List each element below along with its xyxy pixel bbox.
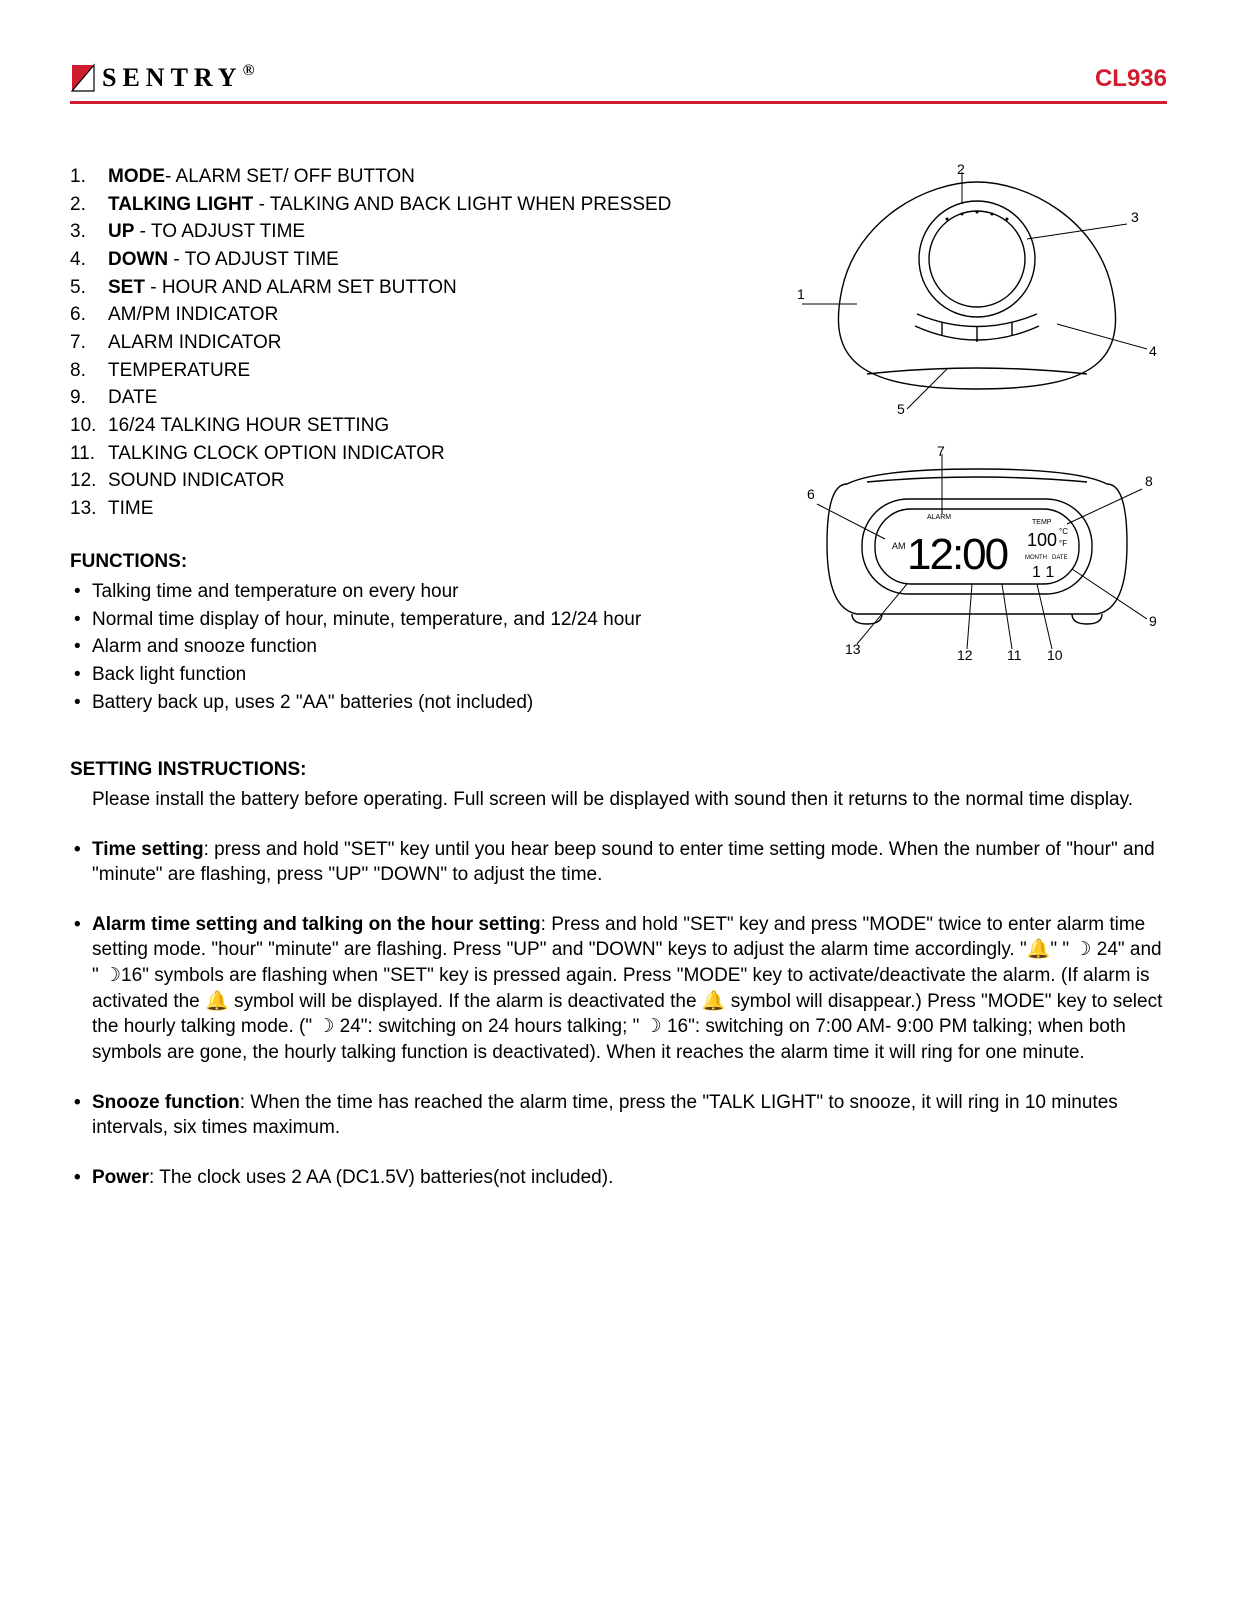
part-desc: - TO ADJUST TIME (168, 249, 339, 270)
callout-13: 13 (845, 641, 861, 657)
setting-item-title: Snooze function (92, 1092, 240, 1113)
diagrams-column: 1 2 3 4 5 (797, 164, 1167, 717)
function-item: Battery back up, uses 2 "AA" batteries (… (92, 690, 767, 716)
lcd-degc: °C (1059, 527, 1068, 536)
part-desc: - TALKING AND BACK LIGHT WHEN PRESSED (253, 194, 671, 215)
parts-list-item: AM/PM INDICATOR (70, 302, 767, 328)
setting-heading: SETTING INSTRUCTIONS: (70, 757, 1167, 783)
setting-item-body: : Press and hold "SET" key and press "MO… (92, 914, 1162, 1063)
diagram-top-view: 1 2 3 4 5 (797, 164, 1167, 414)
setting-item-body: : press and hold "SET" key until you hea… (92, 839, 1155, 886)
parts-list-item: TIME (70, 496, 767, 522)
functions-list: Talking time and temperature on every ho… (70, 579, 767, 715)
part-name: MODE (108, 166, 165, 187)
part-desc: DATE (108, 387, 157, 408)
function-item: Alarm and snooze function (92, 634, 767, 660)
part-desc: TEMPERATURE (108, 360, 250, 381)
part-desc: 16/24 TALKING HOUR SETTING (108, 415, 389, 436)
parts-list-item: TEMPERATURE (70, 358, 767, 384)
setting-item-title: Alarm time setting and talking on the ho… (92, 914, 541, 935)
callout-2: 2 (957, 164, 965, 177)
part-desc: - HOUR AND ALARM SET BUTTON (145, 277, 457, 298)
part-desc: - ALARM SET/ OFF BUTTON (165, 166, 415, 187)
callout-10: 10 (1047, 647, 1063, 663)
parts-list-item: UP - TO ADJUST TIME (70, 219, 767, 245)
brand-name: SENTRY (102, 63, 243, 92)
parts-list-item: TALKING LIGHT - TALKING AND BACK LIGHT W… (70, 192, 767, 218)
setting-item-title: Power (92, 1167, 149, 1188)
setting-item: Time setting: press and hold "SET" key u… (70, 837, 1167, 888)
lcd-date: DATE (1052, 555, 1068, 561)
parts-column: MODE- ALARM SET/ OFF BUTTONTALKING LIGHT… (70, 164, 767, 717)
lcd-md: 1 1 (1032, 564, 1054, 581)
setting-item: Power: The clock uses 2 AA (DC1.5V) batt… (70, 1165, 1167, 1191)
brand-text: SENTRY® (102, 60, 261, 95)
part-name: SET (108, 277, 145, 298)
brand-reg-icon: ® (243, 62, 261, 79)
function-item: Talking time and temperature on every ho… (92, 579, 767, 605)
lcd-temp: 100 (1027, 530, 1057, 550)
setting-item-body: : The clock uses 2 AA (DC1.5V) batteries… (149, 1167, 613, 1188)
parts-list-item: SET - HOUR AND ALARM SET BUTTON (70, 275, 767, 301)
function-item: Back light function (92, 662, 767, 688)
parts-list-item: ALARM INDICATOR (70, 330, 767, 356)
lcd-alarm-label: ALARM (927, 514, 951, 521)
callout-7: 7 (937, 444, 945, 459)
top-section: MODE- ALARM SET/ OFF BUTTONTALKING LIGHT… (70, 164, 1167, 717)
parts-list-item: DATE (70, 385, 767, 411)
callout-8: 8 (1145, 473, 1153, 489)
brand-logo: SENTRY® (70, 60, 261, 95)
setting-item-body: : When the time has reached the alarm ti… (92, 1092, 1118, 1139)
callout-9: 9 (1149, 613, 1157, 629)
parts-list-item: MODE- ALARM SET/ OFF BUTTON (70, 164, 767, 190)
lcd-degf: °F (1059, 539, 1067, 548)
model-number: CL936 (1095, 63, 1167, 95)
callout-6: 6 (807, 486, 815, 502)
setting-item: Snooze function: When the time has reach… (70, 1090, 1167, 1141)
part-name: UP (108, 221, 134, 242)
function-item: Normal time display of hour, minute, tem… (92, 607, 767, 633)
part-desc: SOUND INDICATOR (108, 470, 285, 491)
setting-items: Time setting: press and hold "SET" key u… (70, 837, 1167, 1191)
parts-list-item: DOWN - TO ADJUST TIME (70, 247, 767, 273)
callout-4: 4 (1149, 343, 1157, 359)
callout-11: 11 (1007, 647, 1022, 663)
parts-list-item: 16/24 TALKING HOUR SETTING (70, 413, 767, 439)
callout-3: 3 (1131, 209, 1139, 225)
parts-list-item: TALKING CLOCK OPTION INDICATOR (70, 441, 767, 467)
part-desc: TALKING CLOCK OPTION INDICATOR (108, 443, 445, 464)
diagram-front-view: ALARM AM 12:00 TEMP 100 °C °F MONTH DATE… (797, 444, 1167, 664)
lcd-time: 12:00 (907, 530, 1008, 579)
callout-12: 12 (957, 647, 973, 663)
setting-item: Alarm time setting and talking on the ho… (70, 912, 1167, 1066)
callout-5: 5 (897, 401, 905, 414)
functions-heading: FUNCTIONS: (70, 549, 767, 575)
part-desc: ALARM INDICATOR (108, 332, 282, 353)
parts-list-item: SOUND INDICATOR (70, 468, 767, 494)
part-desc: AM/PM INDICATOR (108, 304, 278, 325)
callout-1: 1 (797, 286, 805, 302)
parts-list: MODE- ALARM SET/ OFF BUTTONTALKING LIGHT… (70, 164, 767, 521)
lcd-temp-label: TEMP (1032, 519, 1052, 526)
part-desc: - TO ADJUST TIME (134, 221, 305, 242)
setting-item-title: Time setting (92, 839, 204, 860)
part-desc: TIME (108, 498, 153, 519)
logo-mark-icon (70, 63, 96, 93)
part-name: TALKING LIGHT (108, 194, 253, 215)
lcd-ampm: AM (892, 541, 906, 551)
part-name: DOWN (108, 249, 168, 270)
lcd-month: MONTH (1025, 555, 1047, 561)
page-header: SENTRY® CL936 (70, 60, 1167, 104)
setting-intro: Please install the battery before operat… (70, 787, 1167, 813)
